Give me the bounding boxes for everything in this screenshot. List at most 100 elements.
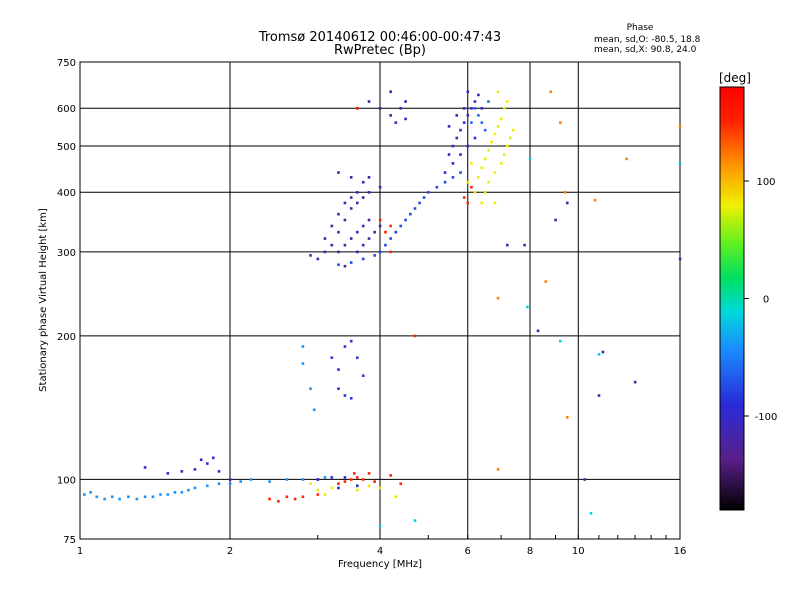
- data-point: [337, 212, 340, 216]
- data-point: [477, 114, 480, 117]
- data-point: [301, 478, 305, 481]
- data-point: [565, 416, 569, 419]
- data-point: [443, 180, 447, 184]
- data-point: [459, 171, 462, 174]
- data-point: [483, 157, 487, 161]
- data-point: [173, 491, 177, 494]
- data-point: [352, 472, 356, 475]
- data-point: [496, 468, 500, 471]
- data-point: [330, 486, 334, 490]
- data-point: [466, 144, 470, 148]
- colorbar-tick-label: 0: [763, 295, 769, 306]
- data-point: [511, 128, 515, 132]
- data-point: [316, 493, 320, 496]
- data-point: [563, 191, 567, 194]
- data-point: [343, 394, 347, 397]
- data-point: [404, 100, 407, 103]
- data-point: [459, 153, 462, 156]
- y-tick-label: 100: [57, 475, 76, 486]
- data-point: [361, 257, 365, 261]
- data-point: [384, 230, 387, 234]
- data-point: [205, 484, 209, 488]
- data-point: [343, 476, 347, 479]
- data-point: [361, 374, 365, 378]
- data-point: [323, 250, 327, 254]
- data-point: [312, 408, 316, 412]
- data-point: [459, 128, 462, 132]
- data-point: [361, 196, 365, 199]
- data-point: [477, 176, 480, 179]
- data-points: [83, 90, 682, 528]
- data-point: [487, 180, 490, 184]
- data-point: [277, 500, 280, 503]
- data-point: [349, 176, 353, 179]
- chart-subtitle: RwPretec (Bp): [334, 43, 426, 58]
- data-point: [470, 162, 473, 165]
- colorbar-tick-label: 100: [756, 177, 775, 188]
- data-point: [373, 230, 376, 234]
- grid: [80, 62, 680, 539]
- data-point: [544, 280, 548, 283]
- data-point: [451, 176, 455, 179]
- colorbar-tick-label: -100: [755, 412, 778, 423]
- data-point: [143, 495, 147, 499]
- data-point: [394, 121, 398, 124]
- data-point: [389, 474, 392, 477]
- data-point: [301, 362, 305, 365]
- data-point: [597, 394, 601, 397]
- data-point: [367, 472, 371, 475]
- data-point: [523, 243, 526, 247]
- data-point: [559, 121, 562, 124]
- data-point: [633, 380, 637, 384]
- y-axis: 75 100 200 300 400 500 600 750: [57, 58, 76, 546]
- stats-heading: Phase: [627, 23, 654, 33]
- data-point: [193, 468, 197, 471]
- data-point: [343, 480, 347, 483]
- data-point: [496, 90, 500, 94]
- data-point: [316, 257, 320, 261]
- data-point: [330, 356, 334, 360]
- data-point: [110, 495, 114, 499]
- data-point: [378, 224, 382, 228]
- data-point: [466, 90, 470, 94]
- data-point: [249, 478, 253, 481]
- data-point: [451, 144, 455, 148]
- data-point: [361, 224, 365, 228]
- colorbar-label: [deg]: [719, 71, 751, 85]
- data-point: [378, 185, 382, 189]
- data-point: [487, 148, 490, 152]
- data-point: [499, 117, 503, 121]
- stats-line-o: mean, sd,O: -80.5, 18.8: [594, 35, 701, 45]
- data-point: [447, 153, 451, 156]
- data-point: [597, 353, 601, 356]
- data-point: [349, 339, 353, 343]
- data-point: [536, 329, 540, 333]
- data-point: [493, 171, 497, 174]
- data-point: [505, 100, 509, 103]
- data-point: [343, 243, 347, 247]
- y-tick-label: 500: [57, 142, 76, 153]
- data-point: [118, 497, 121, 501]
- data-point: [413, 207, 417, 210]
- data-point: [496, 296, 500, 300]
- data-point: [389, 224, 392, 228]
- data-point: [526, 305, 529, 309]
- data-point: [559, 339, 562, 343]
- data-point: [367, 176, 371, 179]
- data-point: [413, 519, 417, 522]
- data-point: [473, 136, 477, 140]
- data-point: [355, 107, 359, 110]
- data-point: [678, 125, 682, 128]
- data-point: [499, 162, 503, 165]
- data-point: [355, 250, 359, 254]
- data-point: [462, 107, 466, 110]
- data-point: [508, 136, 512, 140]
- data-point: [455, 136, 459, 140]
- data-point: [337, 250, 340, 254]
- data-point: [373, 254, 376, 257]
- data-point: [399, 482, 403, 485]
- data-point: [268, 497, 271, 501]
- data-point: [228, 482, 232, 485]
- data-point: [473, 107, 477, 110]
- data-point: [323, 493, 327, 496]
